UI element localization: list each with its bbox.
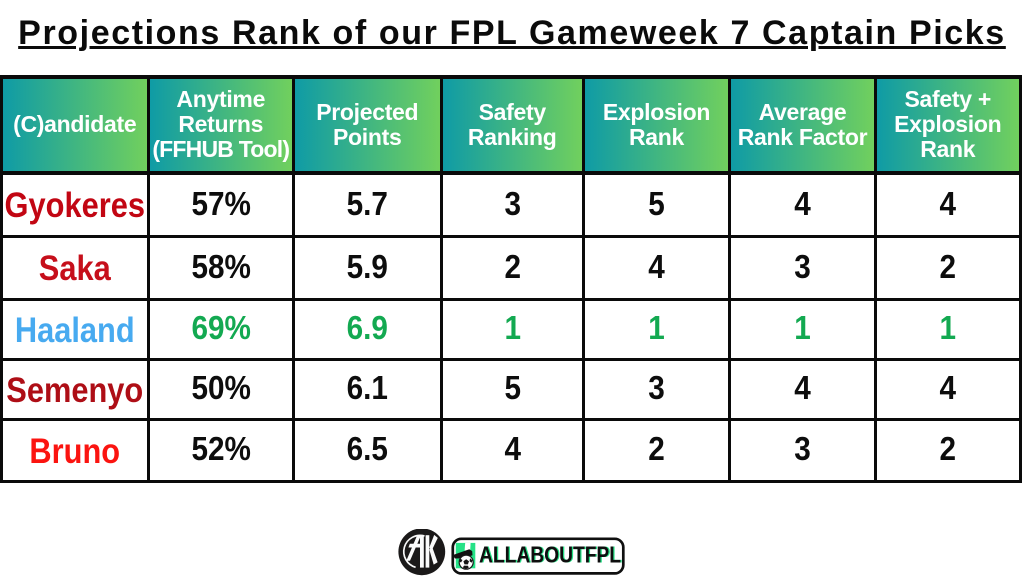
svg-text:ALLABOUTFPL: ALLABOUTFPL [479,541,621,567]
svg-text:ALLABOUTFPL: ALLABOUTFPL [480,541,622,567]
